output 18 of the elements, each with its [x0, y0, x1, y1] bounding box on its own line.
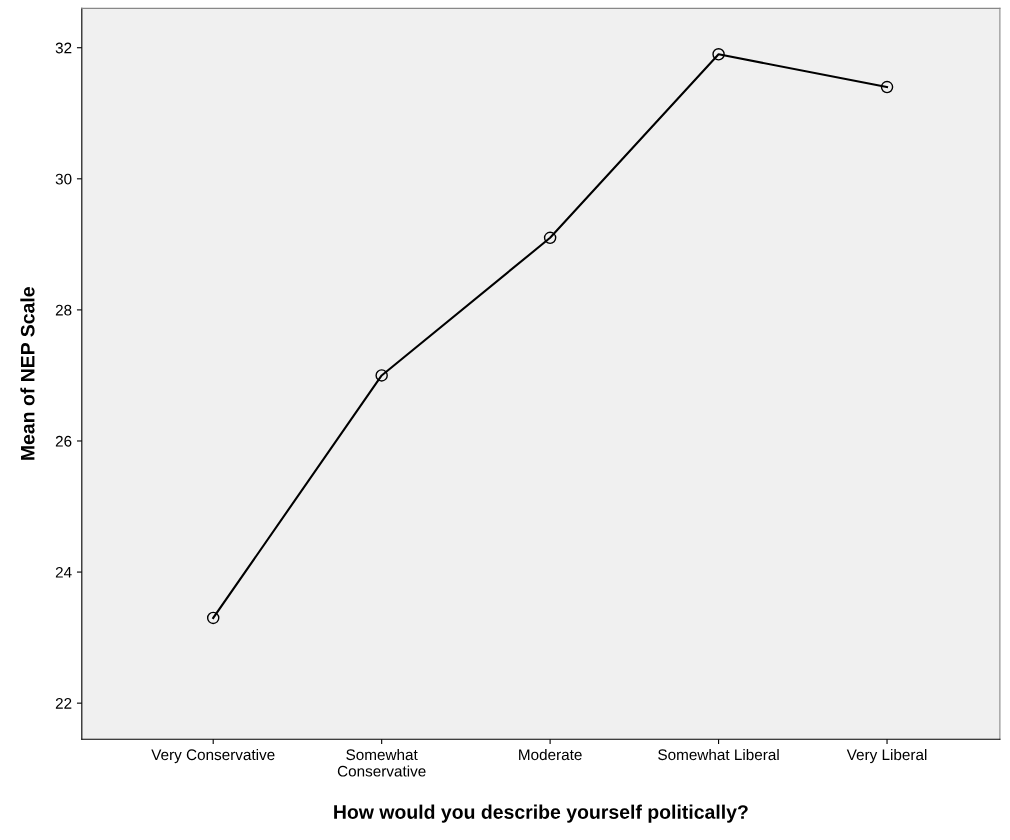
x-tick-label: Moderate [519, 748, 582, 761]
y-tick-label: 28 [55, 304, 72, 316]
x-tick-label: Somewhat Conservative [337, 748, 426, 777]
x-axis-title: How would you describe yourself politically? [334, 804, 748, 823]
point [375, 369, 388, 382]
y-tick-label: 24 [55, 566, 72, 578]
x-tick-label: Somewhat Liberal [658, 748, 779, 761]
x-tick-label: Very Conservative [151, 748, 275, 764]
point [206, 611, 220, 625]
y-tick-label: 30 [55, 173, 72, 185]
point [543, 231, 557, 245]
y-tick-label: 22 [55, 698, 72, 709]
y-axis-title: Mean of NEP Scale [20, 287, 35, 460]
y-tick-label: 26 [55, 435, 72, 447]
y-tick-label: 32 [55, 42, 72, 54]
point [712, 48, 725, 61]
point [880, 80, 894, 94]
x-tick-label: Very Liberal [846, 748, 927, 764]
